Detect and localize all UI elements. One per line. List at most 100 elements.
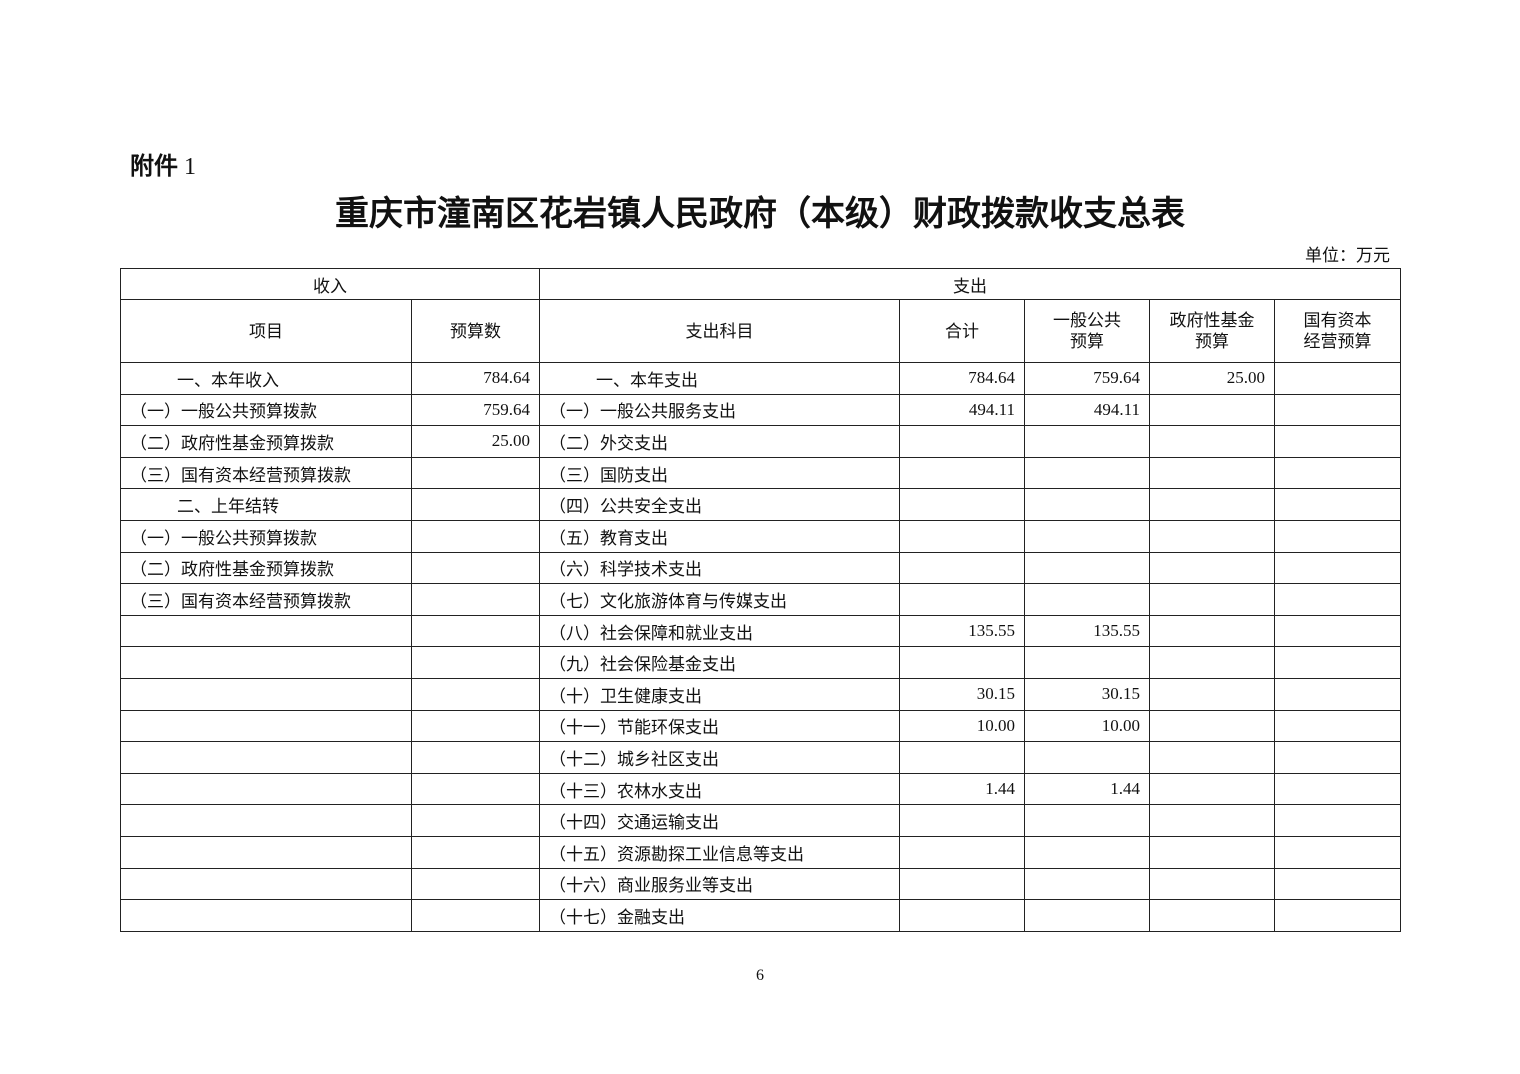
expense-general-budget-cell: 759.64 (1024, 362, 1150, 395)
unit-label: 单位：万元 (1305, 246, 1390, 265)
expense-state-capital-budget-cell (1273, 425, 1402, 458)
table-row: （十一）节能环保支出 10.00 10.00 (120, 709, 1402, 743)
expense-state-capital-budget-cell (1273, 456, 1402, 490)
expense-total-cell: 784.64 (899, 362, 1025, 395)
income-item-cell (120, 835, 412, 869)
expense-state-capital-budget-cell (1273, 867, 1402, 901)
column-header: 政府性基金 预算 (1149, 299, 1275, 363)
expense-general-budget-cell (1024, 867, 1150, 901)
income-amount-cell (411, 772, 540, 806)
income-item-cell: （二）政府性基金预算拨款 (120, 551, 412, 585)
expense-fund-budget-cell (1149, 709, 1275, 743)
header-row-groups: 收入 支出 (120, 268, 1402, 300)
expense-item-cell: （四）公共安全支出 (539, 488, 900, 521)
column-header: 一般公共 预算 (1024, 299, 1150, 363)
expense-header: 支出 (538, 268, 1402, 300)
expense-item-cell: （十六）商业服务业等支出 (539, 867, 900, 901)
table-row: （十四）交通运输支出 (120, 804, 1402, 837)
expense-general-budget-cell: 1.44 (1024, 772, 1150, 806)
expense-item-cell: （六）科学技术支出 (539, 551, 900, 585)
table-row: 二、上年结转 （四）公共安全支出 (120, 488, 1402, 521)
expense-total-cell (899, 551, 1025, 585)
expense-state-capital-budget-cell (1273, 804, 1402, 837)
table-row: （十七）金融支出 (120, 899, 1402, 932)
income-amount-cell (411, 867, 540, 901)
expense-fund-budget-cell: 25.00 (1149, 362, 1275, 395)
attachment-text: 附件 (130, 154, 178, 180)
income-amount-cell (411, 456, 540, 490)
table-row: （十五）资源勘探工业信息等支出 (120, 835, 1402, 869)
table-row: （十）卫生健康支出 30.15 30.15 (120, 677, 1402, 711)
expense-fund-budget-cell (1149, 804, 1275, 837)
expense-state-capital-budget-cell (1273, 772, 1402, 806)
income-item-cell: 二、上年结转 (120, 488, 412, 521)
expense-general-budget-cell (1024, 551, 1150, 585)
expense-state-capital-budget-cell (1273, 551, 1402, 585)
expense-fund-budget-cell (1149, 488, 1275, 521)
expense-fund-budget-cell (1149, 551, 1275, 585)
income-amount-cell: 759.64 (411, 393, 540, 427)
income-item-cell: （一）一般公共预算拨款 (120, 519, 412, 553)
income-amount-cell (411, 709, 540, 743)
expense-state-capital-budget-cell (1273, 741, 1402, 774)
table-row: （九）社会保险基金支出 (120, 646, 1402, 679)
expense-state-capital-budget-cell (1273, 709, 1402, 743)
expense-general-budget-cell (1024, 741, 1150, 774)
page-number: 6 (756, 967, 764, 984)
income-item-cell (120, 614, 412, 648)
expense-general-budget-cell (1024, 835, 1150, 869)
document-title: 重庆市潼南区花岩镇人民政府（本级）财政拨款收支总表 (335, 196, 1185, 233)
income-item-cell: （二）政府性基金预算拨款 (120, 425, 412, 458)
column-header: 国有资本 经营预算 (1273, 299, 1402, 363)
expense-total-cell (899, 425, 1025, 458)
expense-state-capital-budget-cell (1273, 677, 1402, 711)
table-row: （三）国有资本经营预算拨款 （三）国防支出 (120, 456, 1402, 490)
income-header: 收入 (120, 268, 540, 300)
table-row: （十三）农林水支出 1.44 1.44 (120, 772, 1402, 806)
expense-item-cell: （七）文化旅游体育与传媒支出 (539, 583, 900, 616)
income-amount-cell (411, 804, 540, 837)
expense-fund-budget-cell (1149, 835, 1275, 869)
expense-fund-budget-cell (1149, 393, 1275, 427)
expense-total-cell: 30.15 (899, 677, 1025, 711)
income-item-cell (120, 804, 412, 837)
expense-total-cell (899, 835, 1025, 869)
income-amount-cell (411, 835, 540, 869)
column-header: 支出科目 (539, 299, 900, 363)
expense-state-capital-budget-cell (1273, 646, 1402, 679)
income-item-cell (120, 709, 412, 743)
expense-state-capital-budget-cell (1273, 899, 1402, 932)
table-row: （一）一般公共预算拨款 759.64 （一）一般公共服务支出 494.11 494.11 (120, 393, 1402, 427)
expense-general-budget-cell (1024, 519, 1150, 553)
expense-item-cell: （三）国防支出 (539, 456, 900, 490)
table-row: （一）一般公共预算拨款 （五）教育支出 (120, 519, 1402, 553)
income-item-cell (120, 646, 412, 679)
expense-total-cell (899, 488, 1025, 521)
expense-total-cell (899, 519, 1025, 553)
expense-total-cell: 135.55 (899, 614, 1025, 648)
expense-total-cell: 1.44 (899, 772, 1025, 806)
income-amount-cell (411, 614, 540, 648)
table-row: （三）国有资本经营预算拨款 （七）文化旅游体育与传媒支出 (120, 583, 1402, 616)
expense-state-capital-budget-cell (1273, 583, 1402, 616)
expense-general-budget-cell (1024, 456, 1150, 490)
expense-general-budget-cell: 494.11 (1024, 393, 1150, 427)
expense-item-cell: （十五）资源勘探工业信息等支出 (539, 835, 900, 869)
expense-item-cell: （一）一般公共服务支出 (539, 393, 900, 427)
table-row: （十六）商业服务业等支出 (120, 867, 1402, 901)
income-amount-cell (411, 583, 540, 616)
header-row-columns: 项目 预算数 支出科目 合计 一般公共 预算 政府性基金 预算 国有资本 经营预算 (120, 299, 1402, 363)
income-item-cell (120, 899, 412, 932)
column-header: 预算数 (411, 299, 540, 363)
expense-fund-budget-cell (1149, 899, 1275, 932)
expense-total-cell (899, 456, 1025, 490)
income-amount-cell (411, 741, 540, 774)
income-item-cell (120, 772, 412, 806)
expense-item-cell: （二）外交支出 (539, 425, 900, 458)
expense-general-budget-cell (1024, 583, 1150, 616)
expense-item-cell: （十七）金融支出 (539, 899, 900, 932)
expense-general-budget-cell (1024, 646, 1150, 679)
income-item-cell: （三）国有资本经营预算拨款 (120, 583, 412, 616)
attachment-number: 1 (184, 154, 196, 180)
expense-fund-budget-cell (1149, 677, 1275, 711)
